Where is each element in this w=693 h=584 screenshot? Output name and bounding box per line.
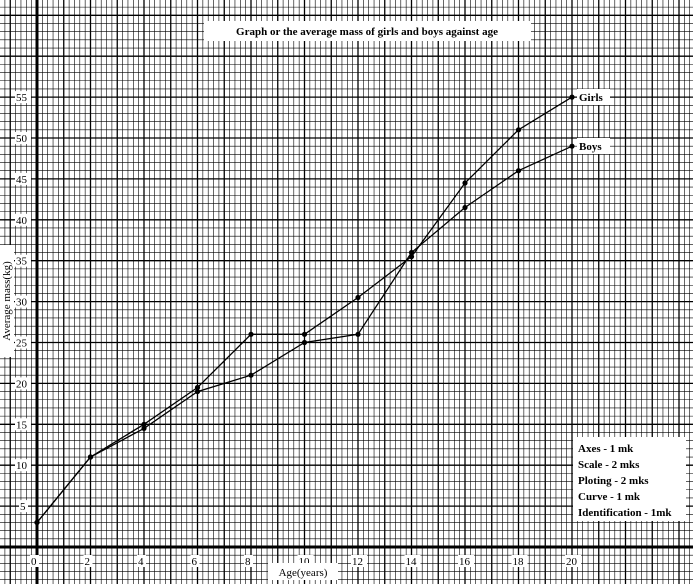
- y-tick-label: 10: [16, 460, 28, 472]
- marking-plotting: Ploting - 2 mks: [578, 475, 649, 487]
- marking-curve: Curve - 1 mk: [578, 491, 641, 503]
- marking-scheme-box: [573, 437, 686, 521]
- y-tick-label-bg: [15, 295, 31, 308]
- y-tick-label: 30: [16, 297, 28, 309]
- x-tick-label-bg: [351, 555, 367, 567]
- data-point-boys: [248, 372, 254, 378]
- data-point-boys: [301, 339, 308, 346]
- x-tick-label-bg: [458, 555, 474, 567]
- x-tick-label: 6: [192, 556, 198, 568]
- y-tick-label-bg: [15, 377, 31, 390]
- y-axis-label-box: [0, 245, 14, 357]
- x-axis-label: Age(years): [279, 567, 328, 579]
- x-tick-label: 8: [245, 556, 251, 568]
- data-point-boys: [569, 143, 575, 149]
- x-tick-label: 0: [31, 556, 37, 568]
- marking-scale: Scale - 2 mks: [578, 459, 640, 471]
- data-point-girls: [194, 384, 201, 391]
- data-point-girls: [462, 180, 468, 186]
- chart-title: Graph or the average mass of girls and b…: [236, 26, 498, 38]
- y-tick-label-bg: [19, 500, 28, 513]
- data-point-boys: [34, 519, 40, 526]
- x-tick-label-bg: [83, 555, 93, 567]
- data-point-boys: [87, 454, 94, 460]
- data-point-girls: [569, 94, 575, 100]
- data-point-boys: [408, 249, 415, 256]
- x-tick-label: 18: [513, 556, 525, 568]
- x-tick-label-bg: [137, 555, 146, 567]
- y-tick-label: 35: [16, 256, 28, 268]
- x-tick-label: 16: [459, 556, 471, 568]
- y-tick-label: 55: [16, 92, 28, 104]
- legend-boys-box: [577, 138, 610, 154]
- data-point-girls: [355, 294, 361, 301]
- y-tick-label: 25: [16, 338, 28, 350]
- x-tick-label: 10: [299, 556, 311, 568]
- legend-girls-box: [577, 89, 610, 105]
- data-point-girls: [248, 331, 254, 337]
- y-tick-label-bg: [15, 418, 31, 431]
- y-axis-label: Average mass(kg): [1, 261, 13, 341]
- x-tick-label: 12: [352, 556, 363, 568]
- y-tick-label-bg: [15, 172, 31, 185]
- data-point-boys: [194, 388, 201, 395]
- y-tick-label: 15: [16, 419, 28, 431]
- y-tick-label-bg: [15, 459, 31, 472]
- x-tick-label-bg: [511, 555, 528, 567]
- x-tick-label-bg: [565, 555, 581, 567]
- data-point-girls: [141, 421, 147, 427]
- y-tick-label-bg: [15, 213, 31, 226]
- data-points: [34, 94, 575, 526]
- data-point-boys: [355, 331, 361, 337]
- x-tick-label-bg: [404, 555, 421, 567]
- x-tick-label-bg: [30, 555, 39, 567]
- data-point-boys: [515, 168, 522, 174]
- tick-labels: 0 2 4 6 8 10 12 14 16 18 20 5 10 15 20 25 30 35 40 45 50 55: [15, 91, 581, 568]
- data-point-boys: [462, 204, 468, 211]
- marking-axes: Axes - 1 mk: [578, 443, 634, 455]
- y-tick-label: 5: [20, 501, 26, 513]
- y-tick-label-bg: [15, 91, 31, 104]
- y-tick-label-bg: [15, 132, 31, 144]
- title-box: [204, 21, 531, 41]
- y-tick-label: 45: [16, 174, 28, 186]
- x-tick-label: 4: [138, 556, 144, 568]
- x-tick-label-bg: [190, 555, 200, 567]
- y-tick-label-bg: [15, 254, 31, 267]
- x-tick-label: 14: [406, 556, 418, 568]
- marking-identification: Identification - 1mk: [578, 507, 672, 519]
- marking-scheme: Axes - 1 mk Scale - 2 mks Ploting - 2 mk…: [578, 443, 672, 519]
- y-tick-label: 50: [16, 133, 28, 145]
- x-axis-label-box: [268, 563, 338, 580]
- legend-girls: Girls: [579, 92, 604, 104]
- y-tick-label: 40: [16, 215, 28, 227]
- legend-boys: Boys: [579, 141, 602, 153]
- data-point-girls: [301, 331, 308, 337]
- data-point-boys: [141, 425, 147, 431]
- y-tick-label-bg: [15, 336, 31, 349]
- y-tick-label: 20: [16, 378, 28, 390]
- x-tick-label: 20: [566, 556, 578, 568]
- data-point-girls: [515, 127, 522, 133]
- x-tick-label: 2: [85, 556, 91, 568]
- data-point-girls: [408, 254, 415, 260]
- x-tick-label-bg: [244, 555, 253, 567]
